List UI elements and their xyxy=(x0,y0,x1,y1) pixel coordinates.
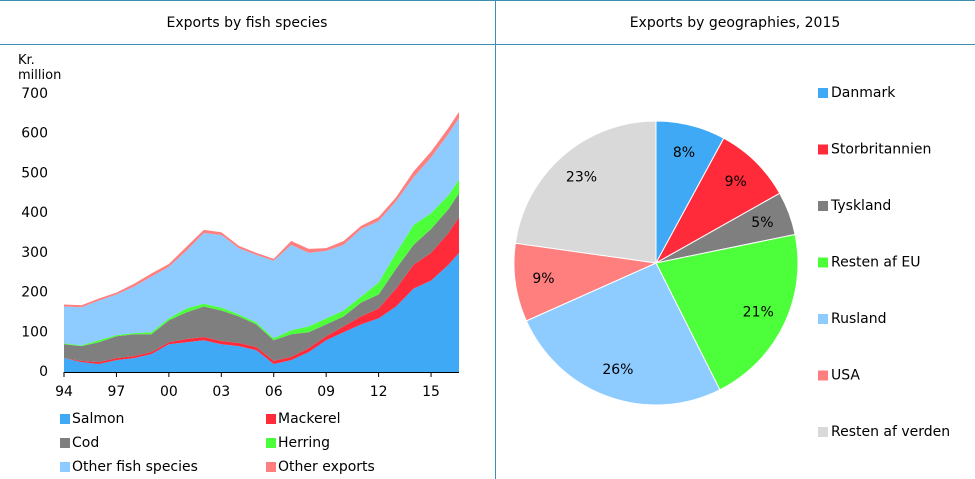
legend-label: Resten af verden xyxy=(831,424,950,440)
legend-label: Storbritannien xyxy=(831,142,931,158)
y-tick-label: 100 xyxy=(21,324,48,340)
y-tick-label: 300 xyxy=(21,245,48,261)
area xyxy=(64,252,459,372)
x-tick-label: 06 xyxy=(265,384,283,400)
legend-swatch xyxy=(266,438,276,448)
legend-label: USA xyxy=(831,368,860,384)
y-tick-label: 600 xyxy=(21,126,48,142)
slice-label: 9% xyxy=(532,271,554,287)
area xyxy=(64,117,459,346)
y-tick-label: 400 xyxy=(21,205,48,221)
legend-label: Danmark xyxy=(831,85,896,101)
pie-slice xyxy=(654,137,781,265)
legend-swatch xyxy=(818,370,828,381)
x-tick-label: 00 xyxy=(160,384,178,400)
y-tick-label: 500 xyxy=(21,165,48,181)
x-tick-label: 94 xyxy=(55,384,73,400)
area xyxy=(64,193,459,363)
legend-label: Other exports xyxy=(278,459,375,475)
pie-slice xyxy=(513,242,658,322)
legend-swatch xyxy=(818,314,828,324)
legend-label: Resten af EU xyxy=(831,255,920,271)
x-tick-label: 97 xyxy=(108,384,126,400)
right-header: Exports by geographies, 2015 xyxy=(630,15,841,31)
y-axis-label: Kr. million xyxy=(18,53,62,83)
left-header: Exports by fish species xyxy=(167,15,328,31)
legend-label: Mackerel xyxy=(278,411,341,427)
legend-swatch xyxy=(818,88,828,98)
y-tick-label: 700 xyxy=(21,86,48,102)
legend-swatch xyxy=(266,414,276,424)
legend-swatch xyxy=(818,144,828,155)
legend-label: Cod xyxy=(72,435,99,451)
legend-swatch xyxy=(818,201,828,211)
slice-label: 5% xyxy=(751,215,773,231)
slice-label: 21% xyxy=(743,305,774,321)
x-tick-label: 09 xyxy=(317,384,335,400)
legend-swatch xyxy=(266,462,276,472)
legend-label: Tyskland xyxy=(830,198,891,214)
y-tick-label: 0 xyxy=(39,364,48,380)
legend-label: Other fish species xyxy=(72,459,198,475)
pie-slice xyxy=(525,262,721,406)
legend-swatch xyxy=(60,414,70,424)
legend-swatch xyxy=(60,462,70,472)
slice-label: 26% xyxy=(602,362,633,378)
legend-swatch xyxy=(818,257,828,268)
legend-label: Rusland xyxy=(831,311,887,327)
legend-label: Herring xyxy=(278,435,330,451)
pie-slice xyxy=(514,120,657,264)
x-tick-label: 12 xyxy=(370,384,388,400)
slice-label: 9% xyxy=(725,174,747,190)
legend-label: Salmon xyxy=(72,411,124,427)
pie-slice xyxy=(655,233,799,391)
slice-label: 8% xyxy=(673,145,695,161)
x-tick-label: 15 xyxy=(422,384,440,400)
y-tick-label: 200 xyxy=(21,285,48,301)
slice-label: 23% xyxy=(566,169,597,185)
legend-swatch xyxy=(818,427,828,437)
x-tick-label: 03 xyxy=(212,384,230,400)
legend-swatch xyxy=(60,438,70,448)
